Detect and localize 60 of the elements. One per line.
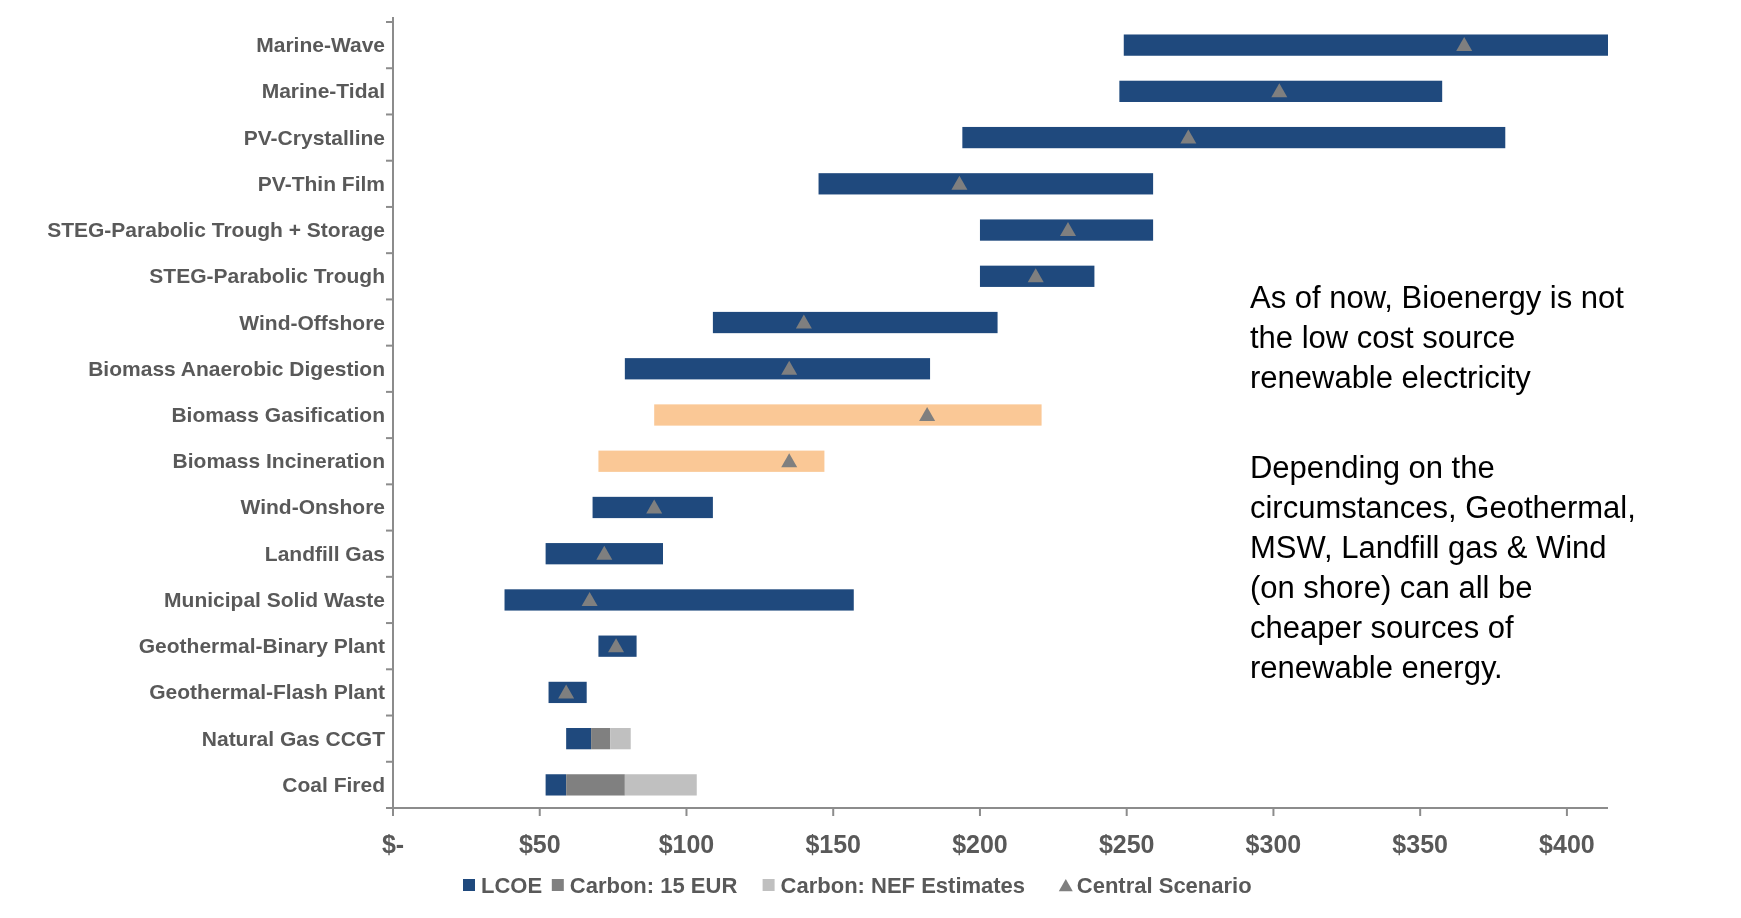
legend-label: Carbon: 15 EUR: [569, 873, 738, 898]
point: [581, 591, 598, 606]
point: [596, 545, 613, 560]
bar: [598, 450, 825, 472]
y-tick-label: Coal Fired: [282, 772, 385, 796]
y-tick-label: Natural Gas CCGT: [201, 726, 386, 750]
bar: [545, 543, 663, 565]
point: [1456, 37, 1473, 52]
bar: [818, 173, 1154, 195]
y-tick-label: Municipal Solid Waste: [164, 587, 385, 611]
point: [646, 499, 663, 514]
x-tick-label: $150: [805, 830, 862, 858]
x-tick-label: $-: [381, 830, 405, 858]
y-tick-label: Geothermal-Binary Plant: [138, 634, 385, 658]
y-tick-label: Landfill Gas: [264, 541, 385, 565]
bar: [654, 404, 1042, 426]
point: [919, 407, 936, 421]
x-tick-label: $250: [1098, 830, 1155, 858]
y-tick-label: Geothermal-Flash Plant: [149, 680, 385, 704]
bar: [712, 311, 998, 334]
legend-label: Central Scenario: [1076, 873, 1252, 898]
point: [1271, 83, 1288, 98]
point: [1060, 222, 1076, 237]
y-tick-label: STEG-Parabolic Trough + Storage: [47, 218, 385, 242]
x-tick-label: $400: [1539, 830, 1595, 858]
point: [781, 453, 798, 468]
point: [781, 360, 798, 375]
y-tick-label: Biomass Anaerobic Digestion: [88, 356, 385, 380]
bar: [624, 358, 931, 380]
y-tick-label: Wind-Offshore: [239, 310, 385, 334]
bar: [592, 496, 713, 519]
bar: [1119, 80, 1443, 102]
y-tick-label: PV-Crystalline: [243, 125, 385, 149]
y-tick-label: Marine-Tidal: [261, 79, 385, 103]
bar: [504, 589, 854, 611]
bar: [545, 774, 567, 796]
x-tick-label: $300: [1245, 830, 1302, 858]
x-tick-label: $350: [1392, 830, 1448, 858]
x-tick-label: $200: [952, 830, 1008, 858]
bar: [979, 219, 1154, 241]
point: [1180, 129, 1197, 144]
bar: [566, 728, 592, 750]
annotation: As of now, Bioenergy is not the low cost source renewable electricity: [1249, 280, 1625, 395]
bar: [1123, 34, 1608, 56]
x-tick-label: $100: [658, 830, 715, 858]
y-tick-label: STEG-Parabolic Trough: [149, 264, 385, 288]
x-tick-label: $50: [518, 830, 561, 858]
y-tick-label: PV-Thin Film: [257, 171, 385, 195]
legend-label: Carbon: NEF Estimates: [780, 873, 1026, 898]
y-tick-label: Wind-Onshore: [240, 495, 385, 519]
bar: [962, 126, 1506, 149]
y-tick-label: Marine-Wave: [256, 33, 385, 57]
point: [795, 314, 812, 329]
point: [951, 175, 968, 190]
y-tick-label: Biomass Gasification: [171, 403, 385, 426]
point: [1027, 268, 1044, 283]
bar: [979, 265, 1095, 287]
legend-label: LCOE: [481, 873, 543, 898]
y-tick-label: Biomass Incineration: [172, 449, 385, 473]
annotation: Depending on the circumstances, Geothermal, MSW, Landfill gas & Wind (on shore) can all be cheaper sources of renewable energy.: [1249, 450, 1636, 685]
